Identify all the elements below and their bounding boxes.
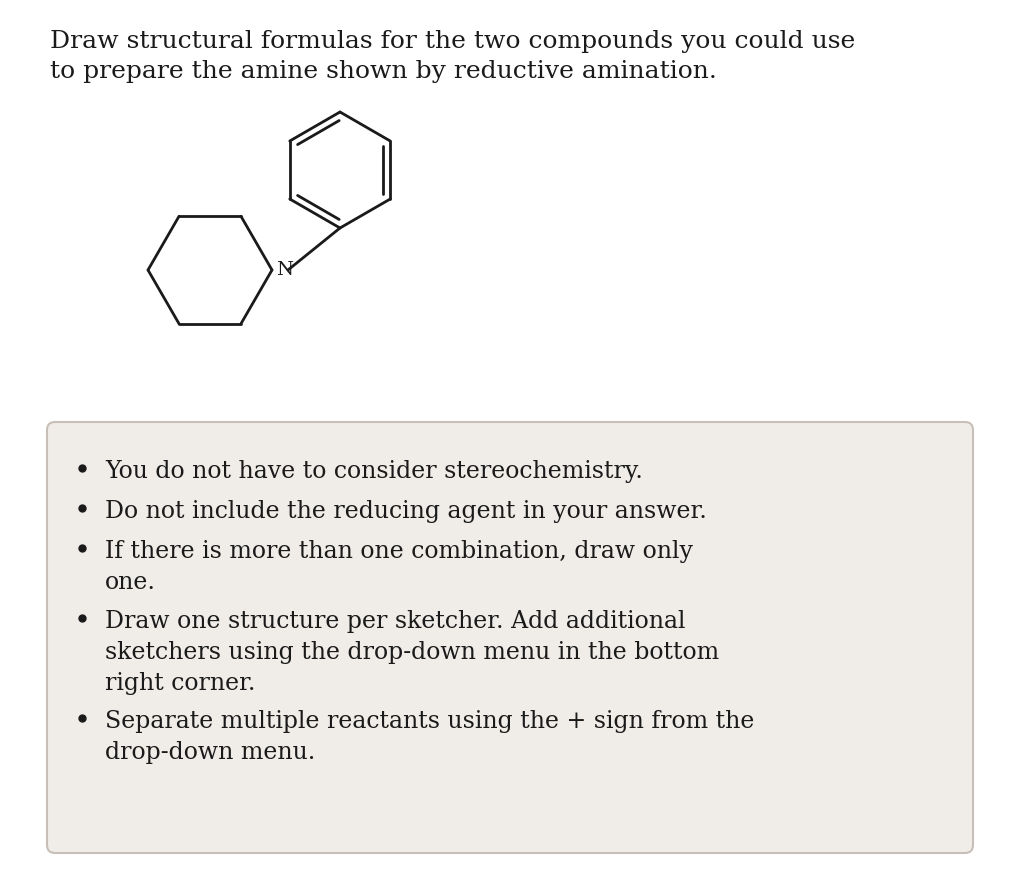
Text: Do not include the reducing agent in your answer.: Do not include the reducing agent in you…: [105, 500, 707, 523]
Text: Separate multiple reactants using the + sign from the
drop-down menu.: Separate multiple reactants using the + …: [105, 710, 755, 764]
FancyBboxPatch shape: [47, 422, 973, 853]
Text: Draw one structure per sketcher. Add additional
sketchers using the drop-down me: Draw one structure per sketcher. Add add…: [105, 610, 719, 695]
Text: Draw structural formulas for the two compounds you could use
to prepare the amin: Draw structural formulas for the two com…: [50, 30, 855, 84]
Text: You do not have to consider stereochemistry.: You do not have to consider stereochemis…: [105, 460, 643, 483]
Text: N: N: [276, 261, 293, 279]
Text: If there is more than one combination, draw only
one.: If there is more than one combination, d…: [105, 540, 693, 594]
